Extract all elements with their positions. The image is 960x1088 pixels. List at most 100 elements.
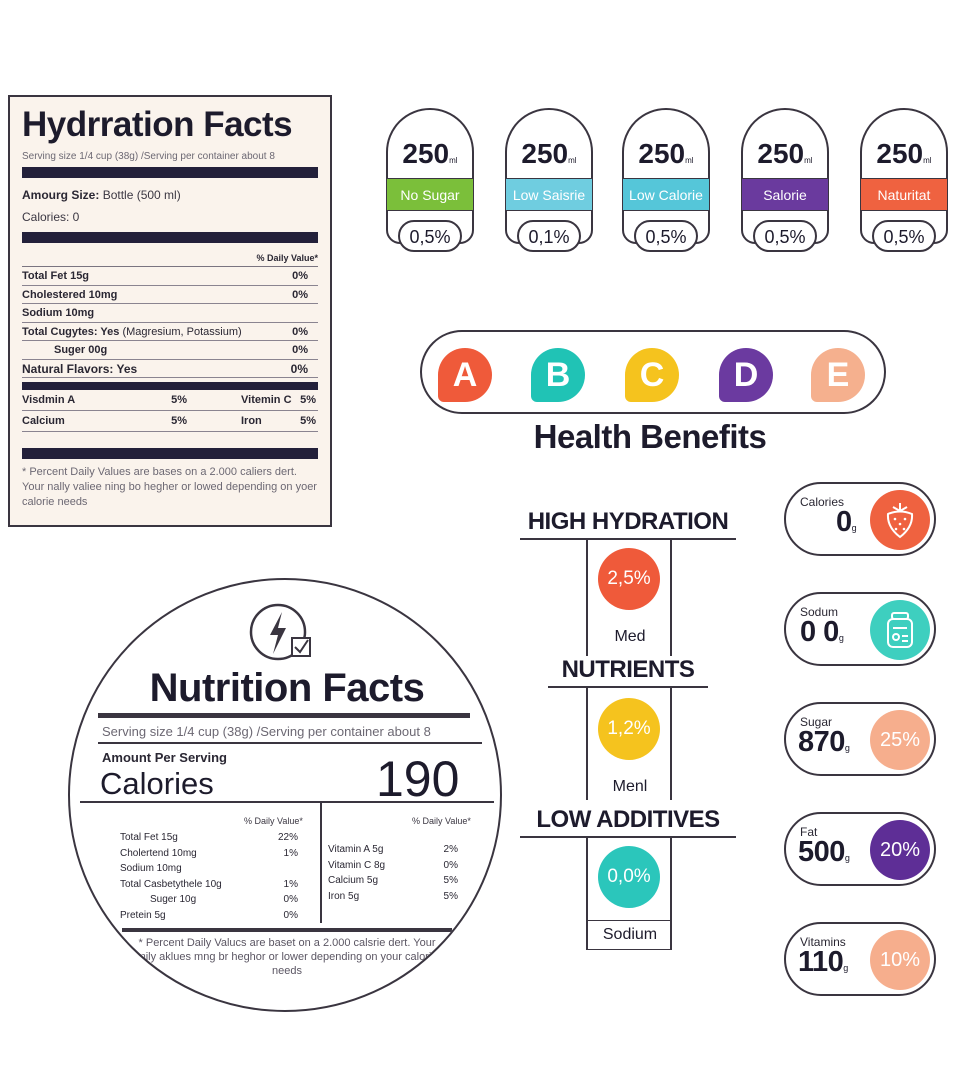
row-pct xyxy=(284,304,308,322)
nutrition-facts-round-label: Nutrition Facts Serving size 1/4 cup (38… xyxy=(68,578,502,1012)
stat-value-unit: g xyxy=(844,853,850,863)
row-pct: 0% xyxy=(443,859,458,871)
stat-value-number: 870 xyxy=(798,726,845,758)
table-row: Vitamin A 5g 2% xyxy=(328,842,458,858)
hydration-divider xyxy=(22,382,318,390)
volume-badge-salorie: 250ml Salorie 0,5% xyxy=(741,108,829,254)
amount-value: Bottle (500 ml) xyxy=(102,188,181,202)
row-name-main: Total Cugytes: Yes xyxy=(22,325,120,338)
hydration-serving-size: Serving size 1/4 cup (38g) /Serving per … xyxy=(22,151,275,162)
hydration-row: Cholestered 10mg 0% xyxy=(22,286,318,304)
row-pct: 0% xyxy=(292,325,308,338)
benefit-label: Menl xyxy=(612,778,648,795)
energy-check-icon xyxy=(246,602,314,666)
badge-volume-value: 250 xyxy=(757,138,805,169)
connector-line xyxy=(670,836,672,950)
benefit-title-low-additives: LOW ADDITIVES xyxy=(520,806,736,838)
hydration-daily-value-header: % Daily Value* xyxy=(22,249,318,267)
row-pct: 0% xyxy=(292,288,308,301)
stat-value: 870g xyxy=(798,726,850,759)
row-name: Pretein 5g xyxy=(120,909,166,921)
badge-volume: 250ml xyxy=(386,138,474,170)
stat-value-unit: g xyxy=(851,523,857,533)
badge-volume: 250ml xyxy=(622,138,710,170)
table-row: Vitamin C 8g 0% xyxy=(328,858,458,874)
volume-badge-low-calorie: 250ml Low Calorie 0,5% xyxy=(622,108,710,254)
grade-a-badge: A xyxy=(438,348,492,402)
row-name: Total Fet 15g xyxy=(22,270,90,282)
row-name: Iron 5g xyxy=(328,890,360,902)
stat-label: Sugar xyxy=(800,715,833,729)
row-pct: 5% xyxy=(443,890,458,902)
stat-value-number: 110 xyxy=(798,946,844,978)
stat-sugar: Sugar 870g 25% xyxy=(784,702,936,776)
badge-tag: Naturitat xyxy=(861,178,947,211)
nutrition-right-table: Vitamin A 5g 2% Vitamin C 8g 0% Calcium 5g… xyxy=(328,842,458,904)
badge-volume-value: 250 xyxy=(402,138,450,169)
row-pct: 5% xyxy=(443,875,458,886)
row-name: Calcium 5g xyxy=(328,875,379,886)
daily-value-header-right: % Daily Value* xyxy=(412,816,471,826)
row-pct: 0% xyxy=(292,270,308,282)
row-pct: 2% xyxy=(443,844,458,855)
calories-label: Calories xyxy=(100,766,214,801)
nutrition-divider xyxy=(80,801,494,803)
badge-tag: No Sugar xyxy=(387,178,473,211)
stat-label: Fat xyxy=(800,825,818,839)
row-name: Vitamin A 5g xyxy=(328,844,384,855)
badge-volume-unit: ml xyxy=(804,156,813,165)
hydration-row: Total Fet 15g 0% xyxy=(22,267,318,286)
stat-label: Calories xyxy=(800,495,845,509)
nutrition-facts-title: Nutrition Facts xyxy=(149,666,425,710)
grade-d-badge: D xyxy=(719,348,773,402)
hydration-vitamin-row: Calcium 5% Iron 5% xyxy=(22,411,318,432)
benefit-label-box xyxy=(586,920,672,950)
vitamin-pct: 5% xyxy=(171,394,187,406)
row-pct: 1% xyxy=(283,847,298,859)
row-name: Sodium 10mg xyxy=(120,863,182,874)
row-name-extra: (Magresium, Potassium) xyxy=(122,325,242,338)
stat-value: 500g xyxy=(798,836,850,869)
grade-scale: A B C D E xyxy=(420,330,886,414)
table-row: Total Fet 15g 22% xyxy=(120,830,298,846)
badge-tag: Low Saisrie xyxy=(506,178,592,211)
row-pct: 0% xyxy=(283,909,298,921)
row-pct: 0% xyxy=(290,361,308,376)
row-name: Sodium 10mg xyxy=(22,307,95,319)
hydration-vitamin-row: Visdmin A 5% Vitemin C 5% xyxy=(22,390,318,411)
vitamin-name: Visdmin A xyxy=(22,394,76,406)
table-row: Sodium 10mg xyxy=(120,861,298,877)
stat-percent-badge: 25% xyxy=(870,710,930,770)
benefit-label: Sodium xyxy=(602,926,658,943)
row-name: Total Fet 15g xyxy=(120,832,178,843)
nutrition-serving-size: Serving size 1/4 cup (38g) /Serving per … xyxy=(102,724,431,739)
volume-badge-naturitat: 250ml Naturitat 0,5% xyxy=(860,108,948,254)
row-name: Total Cugytes: Yes (Magresium, Potassium… xyxy=(22,323,242,341)
stat-value: 0g xyxy=(836,506,857,539)
nutrition-divider xyxy=(98,742,482,744)
row-name: Vitamin C 8g xyxy=(328,859,386,871)
badge-volume: 250ml xyxy=(741,138,829,170)
benefit-value-circle: 0,0% xyxy=(598,846,660,908)
benefit-value-circle: 1,2% xyxy=(598,698,660,760)
stat-value: 0 0g xyxy=(800,616,844,649)
vitamin-name: Calcium xyxy=(22,415,65,427)
badge-volume: 250ml xyxy=(505,138,593,170)
stat-value-unit: g xyxy=(838,633,844,643)
nutrition-column-divider xyxy=(320,803,322,923)
table-row: Calcium 5g 5% xyxy=(328,873,458,889)
nutrition-divider xyxy=(98,713,470,718)
row-name: Natural Flavors: Yes xyxy=(22,361,138,376)
stat-label: Sodum xyxy=(800,605,839,619)
badge-tag: Low Calorie xyxy=(623,178,709,211)
badge-percent: 0,5% xyxy=(398,220,462,252)
nutrition-divider xyxy=(122,928,452,932)
hydration-row: Sodium 10mg xyxy=(22,304,318,323)
stat-percent-badge: 20% xyxy=(870,820,930,880)
connector-line xyxy=(586,686,588,800)
stat-fat: Fat 500g 20% xyxy=(784,812,936,886)
jar-icon xyxy=(870,600,930,660)
row-name: Suger 10g xyxy=(150,894,197,905)
badge-percent: 0,1% xyxy=(517,220,581,252)
amount-per-serving-label: Amount Per Serving xyxy=(102,750,227,765)
